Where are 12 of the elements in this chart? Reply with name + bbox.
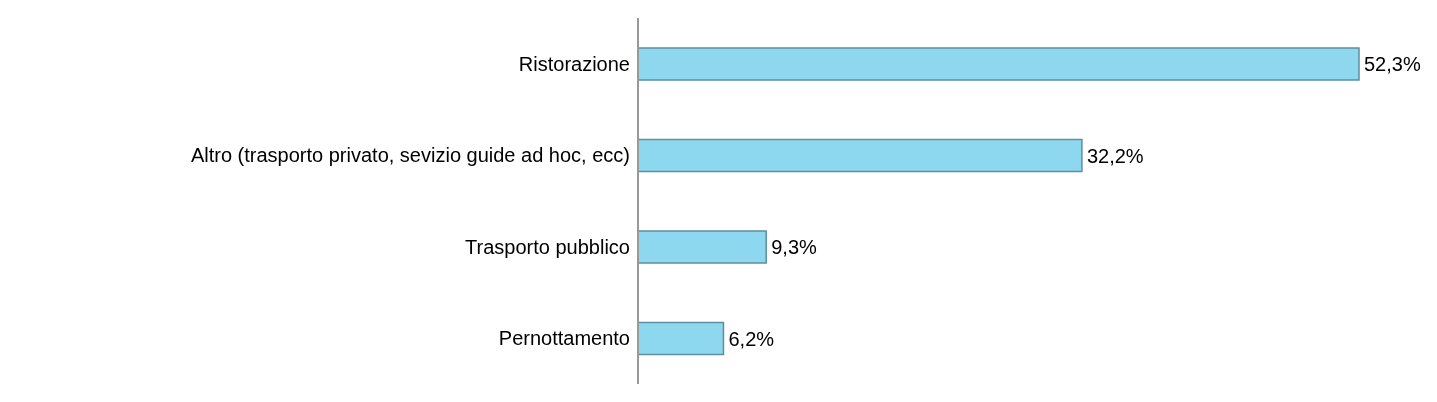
y-tick-label: Pernottamento [498, 327, 630, 350]
data-label: 32,2% [1086, 144, 1144, 167]
y-tick-label: Trasporto pubblico [465, 235, 630, 258]
y-tick-label: Ristorazione [518, 52, 630, 75]
data-label: 52,3% [1364, 53, 1421, 76]
bar [637, 230, 767, 264]
y-tick-label: Altro (trasporto privato, sevizio guide ad hoc, ecc) [190, 144, 630, 167]
data-label: 6,2% [728, 327, 775, 350]
bar [637, 47, 1360, 81]
data-label: 9,3% [771, 236, 818, 259]
bar [637, 321, 725, 356]
bar [637, 138, 1083, 173]
